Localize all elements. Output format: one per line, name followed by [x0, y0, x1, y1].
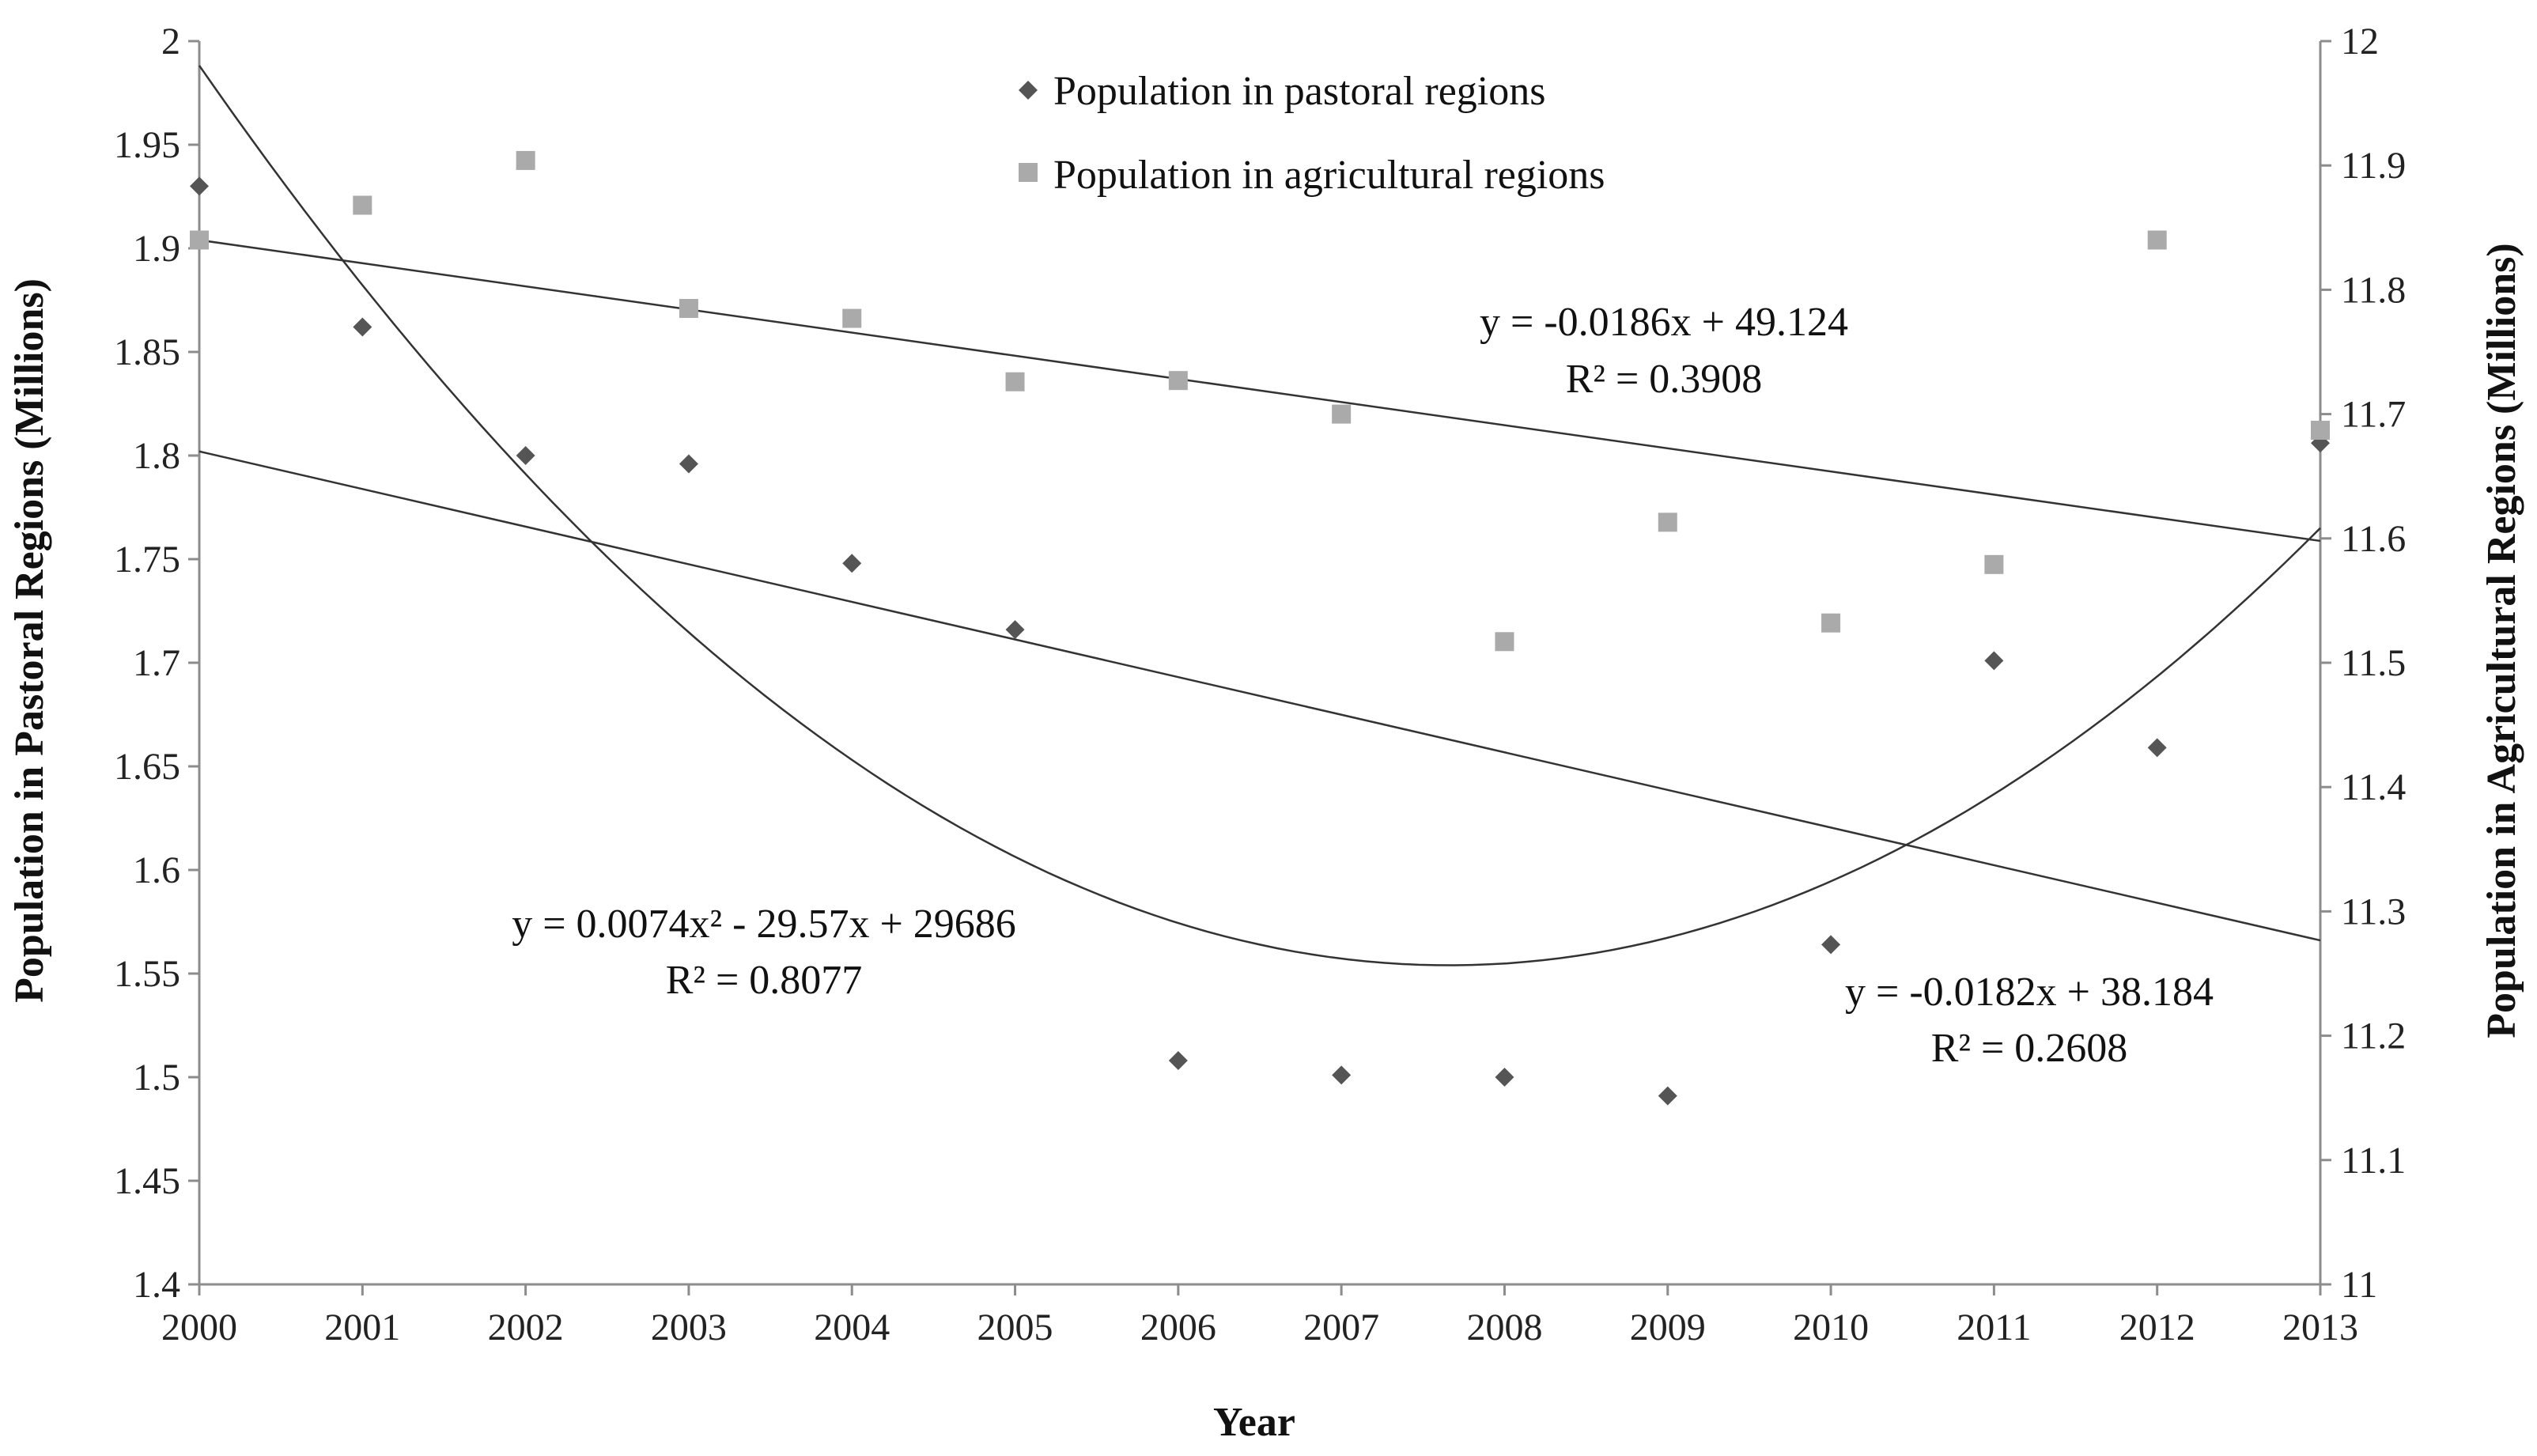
- right-y-axis-title: Population in Agricultural Regions (Mill…: [2479, 243, 2524, 1038]
- data-point-pastoral: [1495, 1068, 1514, 1087]
- data-point-agricultural: [1005, 372, 1025, 391]
- data-point-pastoral: [2147, 738, 2167, 758]
- data-point-pastoral: [516, 446, 535, 465]
- trendline-equation-pastoral-polynomial: y = 0.0074x² - 29.57x + 29686: [512, 902, 1016, 947]
- left-y-tick-label: 1.8: [133, 435, 180, 477]
- data-point-agricultural: [190, 230, 209, 250]
- data-point-pastoral: [842, 554, 862, 573]
- data-point-agricultural: [1984, 554, 2004, 574]
- legend-label-pastoral: Population in pastoral regions: [1053, 69, 1545, 114]
- data-point-agricultural: [1332, 404, 1352, 424]
- trendline-r2-pastoral-polynomial: R² = 0.8077: [666, 958, 863, 1003]
- trendline-equation-agricultural: y = -0.0186x + 49.124: [1480, 300, 1848, 345]
- data-point-pastoral: [190, 176, 209, 196]
- x-tick-label: 2000: [161, 1307, 237, 1348]
- trendline-linear-right: [198, 239, 2321, 543]
- legend-label-agricultural: Population in agricultural regions: [1053, 153, 1605, 198]
- axes-layer: 1.4 1.45 1.5 1.55 1.6 1.65 1.7 1.75 1.8 1.85 1.9 1.…: [114, 21, 2406, 1348]
- left-y-tick-label: 1.7: [133, 642, 180, 684]
- trendline-layer: [198, 65, 2321, 966]
- x-tick-label: 2002: [488, 1307, 564, 1348]
- trendline-equation-pastoral-linear: y = -0.0182x + 38.184: [1845, 970, 2214, 1015]
- data-point-agricultural: [516, 150, 535, 170]
- left-y-tick-label: 1.95: [114, 124, 180, 166]
- data-point-pastoral: [1658, 1086, 1677, 1106]
- data-point-agricultural: [1821, 613, 1841, 633]
- trendline-r2-agricultural: R² = 0.3908: [1566, 357, 1763, 402]
- left-y-tick-label: 1.5: [133, 1057, 180, 1099]
- left-y-tick-label: 1.65: [114, 746, 180, 788]
- data-point-agricultural: [2311, 421, 2330, 441]
- x-axis-title: Year: [1213, 1400, 1295, 1445]
- data-point-agricultural: [1495, 632, 1514, 652]
- right-y-tick-label: 11.7: [2341, 394, 2406, 436]
- data-point-pastoral: [1168, 1051, 1188, 1071]
- right-y-tick-label: 11.6: [2341, 518, 2406, 560]
- left-y-tick-label: 1.75: [114, 539, 180, 581]
- data-point-agricultural: [1658, 512, 1677, 532]
- data-point-pastoral: [1005, 620, 1025, 640]
- left-y-tick-label: 1.9: [133, 228, 180, 270]
- right-y-tick-label: 11.1: [2341, 1140, 2406, 1182]
- right-y-tick-label: 11.8: [2341, 269, 2406, 311]
- left-y-tick-label: 2: [161, 21, 180, 62]
- x-tick-label: 2004: [814, 1307, 890, 1348]
- data-point-agricultural: [1168, 371, 1188, 391]
- x-tick-label: 2006: [1140, 1307, 1216, 1348]
- data-point-pastoral: [679, 454, 698, 474]
- data-point-agricultural: [2147, 230, 2167, 250]
- x-tick-label: 2010: [1793, 1307, 1869, 1348]
- right-y-tick-label: 11.3: [2341, 891, 2406, 932]
- legend-marker-agricultural: [1019, 163, 1038, 182]
- data-point-pastoral: [1332, 1065, 1352, 1085]
- x-tick-label: 2011: [1957, 1307, 2031, 1348]
- right-y-tick-label: 11: [2341, 1264, 2377, 1306]
- legend-marker-pastoral: [1019, 81, 1038, 100]
- points-layer: [190, 150, 2330, 1106]
- right-y-tick-label: 11.2: [2341, 1015, 2406, 1057]
- trendline-linear-left: [198, 450, 2321, 942]
- x-tick-label: 2005: [977, 1307, 1053, 1348]
- right-y-tick-label: 11.9: [2341, 145, 2406, 187]
- data-point-pastoral: [1821, 935, 1841, 955]
- left-y-tick-label: 1.4: [133, 1264, 180, 1306]
- x-tick-label: 2003: [651, 1307, 727, 1348]
- x-tick-label: 2001: [324, 1307, 400, 1348]
- data-point-agricultural: [842, 308, 862, 328]
- x-tick-label: 2009: [1630, 1307, 1706, 1348]
- left-y-tick-label: 1.85: [114, 331, 180, 373]
- left-y-tick-label: 1.6: [133, 849, 180, 891]
- data-point-agricultural: [353, 195, 372, 215]
- data-point-agricultural: [679, 298, 698, 318]
- left-y-tick-label: 1.55: [114, 953, 180, 995]
- right-y-tick-label: 12: [2341, 21, 2379, 62]
- trendline-polynomial-left: [198, 65, 2321, 966]
- legend: Population in pastoral regions Populatio…: [1019, 69, 1605, 198]
- x-tick-label: 2012: [2119, 1307, 2195, 1348]
- trendline-r2-pastoral-linear: R² = 0.2608: [1931, 1026, 2128, 1071]
- data-point-pastoral: [353, 317, 372, 337]
- left-y-axis-title: Population in Pastoral Regions (Millions…: [7, 278, 52, 1003]
- x-tick-label: 2007: [1303, 1307, 1379, 1348]
- x-tick-label: 2008: [1466, 1307, 1542, 1348]
- data-point-pastoral: [1984, 651, 2004, 671]
- right-y-tick-label: 11.5: [2341, 642, 2406, 684]
- right-y-tick-label: 11.4: [2341, 766, 2406, 808]
- x-tick-label: 2013: [2282, 1307, 2358, 1348]
- left-y-tick-label: 1.45: [114, 1160, 180, 1202]
- labels-layer: Year Population in Pastoral Regions (Mil…: [7, 69, 2524, 1445]
